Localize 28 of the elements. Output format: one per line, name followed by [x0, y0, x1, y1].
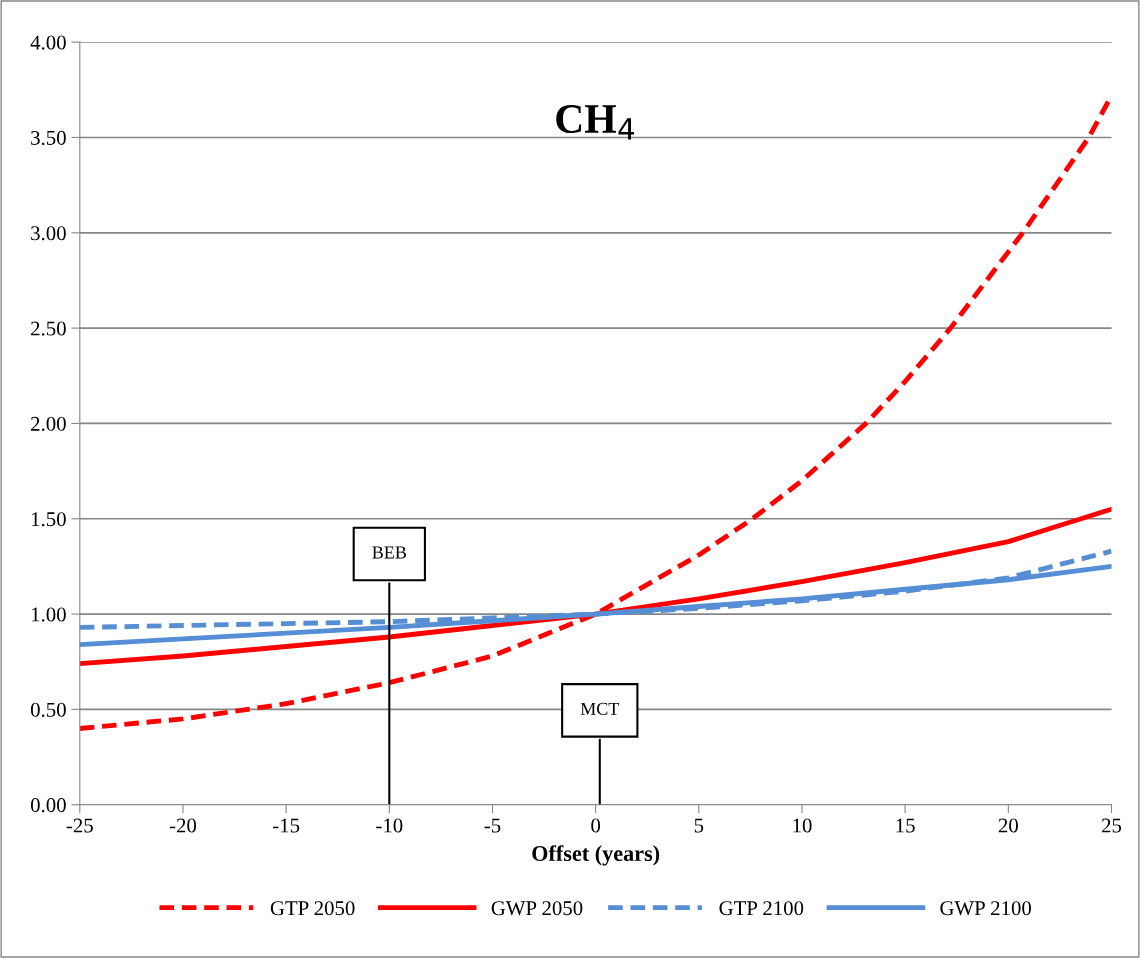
legend-label: GTP 2050: [270, 901, 355, 916]
x-tick-label: 10: [793, 818, 812, 833]
x-tick-label: -20: [169, 818, 197, 833]
x-tick-label: -10: [376, 818, 403, 833]
x-tick-label: -5: [484, 818, 501, 833]
y-tick-label: 1.50: [31, 512, 66, 527]
y-tick-label: 2.50: [31, 321, 66, 336]
x-tick-label: -15: [273, 818, 300, 833]
y-tick-label: 0.00: [30, 798, 66, 813]
y-tick-label: 2.00: [31, 416, 66, 431]
x-tick-label: 15: [896, 818, 915, 833]
y-tick-label: 3.50: [31, 130, 66, 145]
x-axis-title: Offset (years): [532, 845, 660, 866]
y-tick-label: 3.00: [31, 226, 66, 241]
x-tick-label: -25: [66, 818, 93, 833]
y-tick-label: 0.50: [30, 702, 66, 717]
x-tick-label: 25: [1102, 818, 1122, 833]
x-tick-label: 20: [998, 818, 1018, 833]
x-tick-label: 5: [694, 818, 704, 833]
ref-line-label: BEB: [372, 546, 406, 559]
text: CH$_{4}$: [556, 105, 635, 140]
y-tick-label: 4.00: [30, 35, 66, 50]
legend-label: GWP 2100: [940, 901, 1032, 916]
x-tick-label: 0: [591, 818, 601, 833]
legend-label: GTP 2100: [719, 901, 804, 916]
ref-line-label: MCT: [580, 702, 620, 715]
legend-label: GWP 2050: [491, 901, 583, 916]
y-tick-label: 1.00: [31, 607, 66, 622]
